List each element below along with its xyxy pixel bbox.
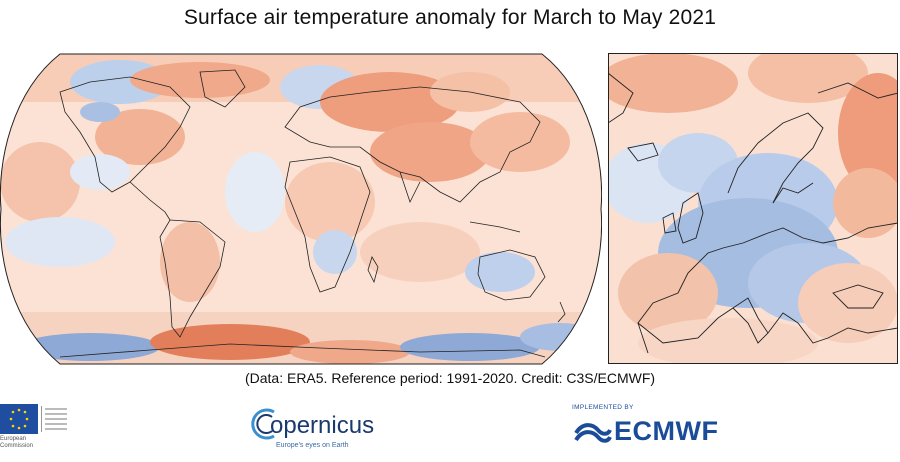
world-map-border <box>0 53 603 365</box>
footer-logos: European Commission opernicus Europe's e… <box>0 398 900 462</box>
europe-coastlines <box>608 72 898 354</box>
eu-logo: European Commission <box>0 402 70 460</box>
europe-anomaly-field <box>608 53 898 364</box>
eu-emblem-icon <box>45 408 67 433</box>
europe-anomaly-map <box>608 53 898 364</box>
copernicus-wordmark: opernicus <box>270 412 375 439</box>
ecmwf-wordmark: ECMWF <box>614 416 719 446</box>
europe-map-svg <box>608 53 898 364</box>
world-anomaly-map <box>0 52 603 366</box>
ecmwf-implemented-by: IMPLEMENTED BY <box>572 404 634 411</box>
data-credit-caption: (Data: ERA5. Reference period: 1991-2020… <box>244 370 656 386</box>
ecmwf-logo: IMPLEMENTED BY ECMWF <box>570 404 740 456</box>
eu-text: European Commission <box>0 436 34 449</box>
europe-map-border <box>608 53 898 364</box>
eu-flag-icon <box>0 404 38 434</box>
eu-logo-divider <box>41 406 42 432</box>
map-title: Surface air temperature anomaly for Marc… <box>183 6 717 29</box>
world-anomaly-field <box>0 54 602 364</box>
ecmwf-swirl-icon <box>574 423 612 443</box>
copernicus-logo: opernicus Europe's eyes on Earth <box>250 402 390 458</box>
world-map-svg <box>0 53 603 365</box>
copernicus-tagline: Europe's eyes on Earth <box>276 442 349 449</box>
copernicus-c-icon <box>251 408 275 440</box>
world-coastlines <box>59 69 566 358</box>
